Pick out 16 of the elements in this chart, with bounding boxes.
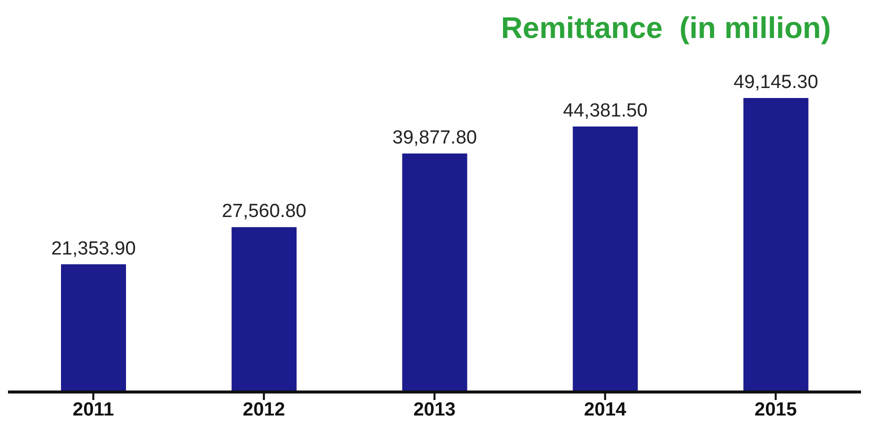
x-tick-label: 2011 — [72, 399, 114, 420]
x-tick-label: 2013 — [413, 399, 456, 420]
data-label: 21,353.90 — [51, 238, 136, 260]
chart-title: Remittance (in million) — [500, 12, 831, 46]
x-tick-label: 2012 — [242, 399, 286, 420]
bar — [743, 98, 808, 392]
data-label: 39,877.80 — [392, 127, 477, 148]
data-label: 44,381.50 — [563, 100, 648, 122]
bar — [402, 153, 468, 392]
data-label: 49,145.30 — [734, 72, 818, 93]
bar — [61, 264, 126, 392]
data-label: 27,560.80 — [222, 201, 306, 222]
bar — [572, 126, 638, 392]
x-tick-label: 2014 — [584, 399, 627, 420]
bar — [232, 227, 297, 392]
x-tick-label: 2015 — [754, 399, 798, 420]
